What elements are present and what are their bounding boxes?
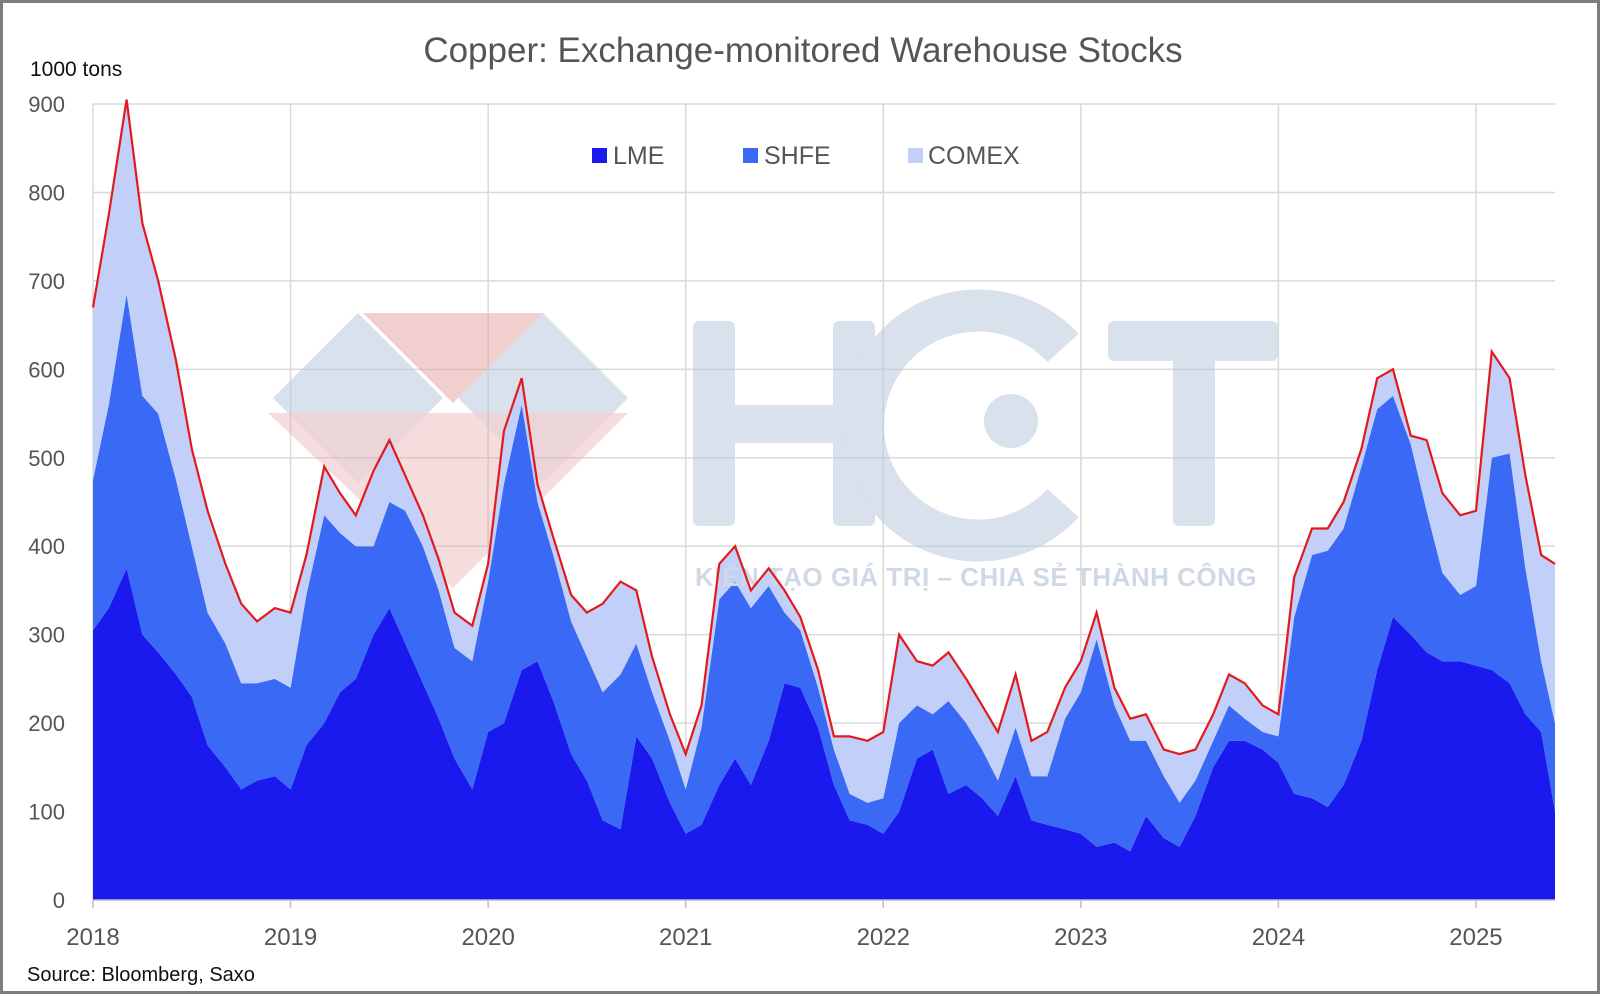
chart-svg: KIẾN TẠO GIÁ TRỊ – CHIA SẺ THÀNH CÔNG 0 1… [27,31,1556,986]
x-tick-label: 2025 [1449,924,1502,951]
legend-label-comex: COMEX [928,142,1020,170]
chart-title: Copper: Exchange-monitored Warehouse Sto… [423,31,1182,70]
x-tick-label: 2023 [1054,924,1107,951]
legend: LME SHFE COMEX [592,142,1020,170]
legend-swatch-lme [592,148,607,163]
source-note: Source: Bloomberg, Saxo [27,964,255,986]
y-axis-unit-label: 1000 tons [30,58,122,81]
hct-watermark-logo [268,289,1278,588]
x-tick-label: 2021 [659,924,712,951]
y-tick-label: 100 [28,800,65,825]
x-tick-label: 2019 [264,924,317,951]
legend-swatch-shfe [743,148,758,163]
area-series-lme [93,568,1555,900]
x-tick-label: 2020 [461,924,514,951]
y-tick-label: 0 [53,888,65,913]
y-tick-label: 300 [28,623,65,648]
x-axis-ticks: 2018 2019 2020 2021 2022 2023 2024 2025 [66,899,1555,951]
legend-label-lme: LME [613,142,664,170]
watermark-tagline-text: KIẾN TẠO GIÁ TRỊ – CHIA SẺ THÀNH CÔNG [695,562,1257,592]
x-tick-label: 2018 [66,924,119,951]
total-stock-line [91,99,1556,758]
y-axis-ticks: 0 100 200 300 400 500 600 700 800 900 [28,92,65,913]
y-tick-label: 500 [28,446,65,471]
stacked-areas [93,99,1555,900]
legend-label-shfe: SHFE [764,142,831,170]
y-tick-label: 400 [28,534,65,559]
area-series-comex [93,99,1555,803]
area-series-shfe [93,294,1555,852]
y-tick-label: 600 [28,357,65,382]
y-tick-label: 900 [28,92,65,117]
y-tick-label: 800 [28,180,65,205]
legend-swatch-comex [908,148,923,163]
y-tick-label: 200 [28,711,65,736]
x-tick-label: 2022 [857,924,910,951]
y-tick-label: 700 [28,269,65,294]
watermark-tagline: KIẾN TẠO GIÁ TRỊ – CHIA SẺ THÀNH CÔNG [695,562,1257,592]
x-tick-label: 2024 [1252,924,1305,951]
